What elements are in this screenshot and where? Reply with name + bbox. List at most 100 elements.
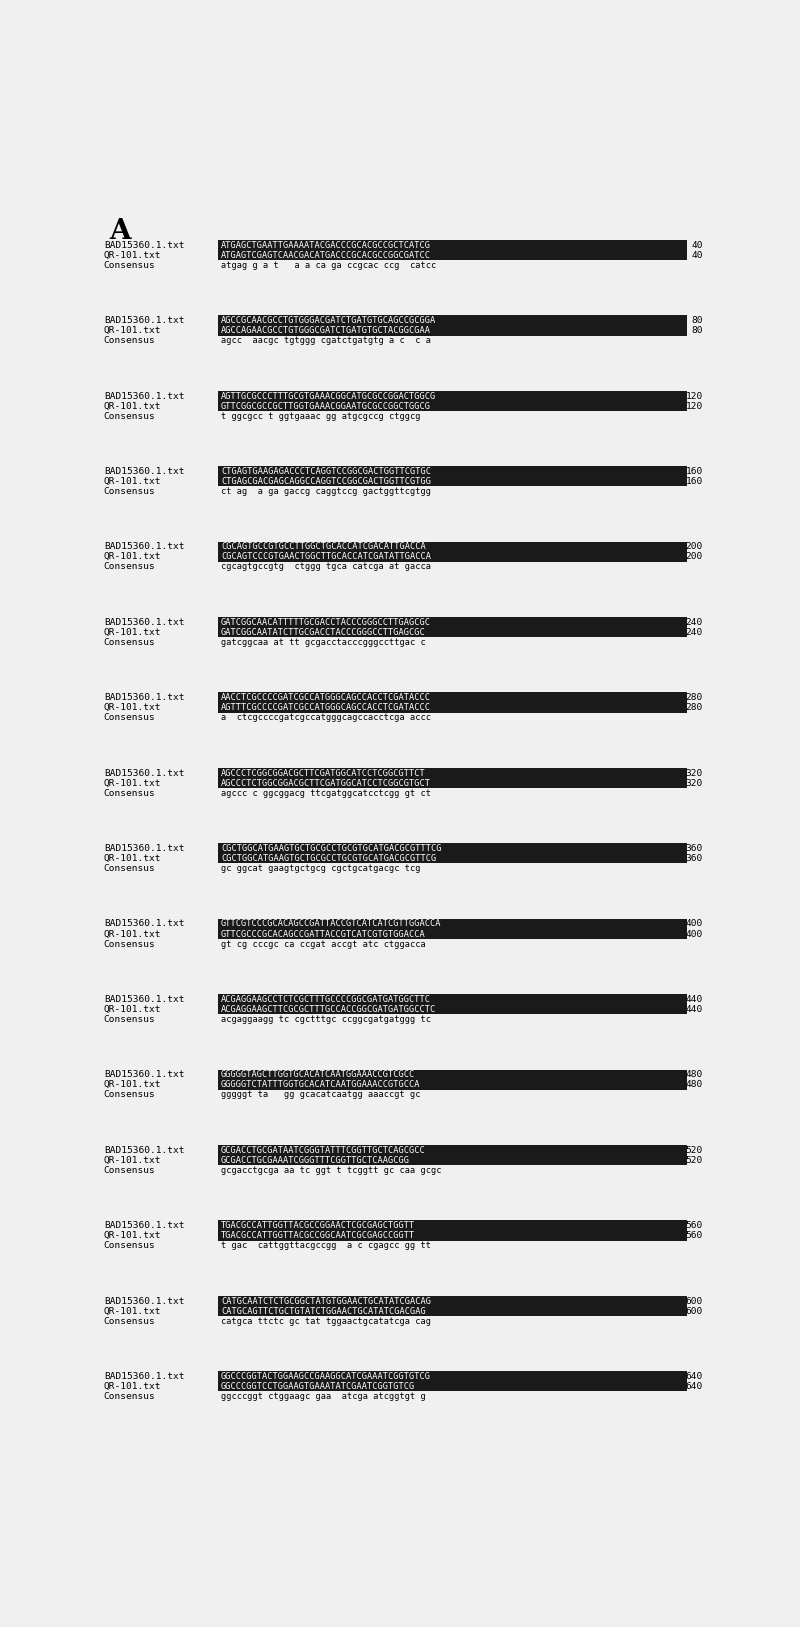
Text: BAD15360.1.txt: BAD15360.1.txt xyxy=(104,693,184,703)
Text: 360: 360 xyxy=(686,854,703,862)
Bar xyxy=(218,1069,686,1090)
Text: QR-101.txt: QR-101.txt xyxy=(104,1381,162,1391)
Text: Consensus: Consensus xyxy=(104,337,156,345)
Bar xyxy=(218,693,686,713)
Text: 40: 40 xyxy=(691,241,703,251)
Text: 40: 40 xyxy=(691,251,703,260)
Text: 200: 200 xyxy=(686,542,703,552)
Text: 320: 320 xyxy=(686,779,703,787)
Text: catgca ttctc gc tat tggaactgcatatcga cag: catgca ttctc gc tat tggaactgcatatcga cag xyxy=(221,1316,431,1326)
Text: 440: 440 xyxy=(686,994,703,1004)
Text: 560: 560 xyxy=(686,1232,703,1240)
Text: 80: 80 xyxy=(691,316,703,325)
Text: QR-101.txt: QR-101.txt xyxy=(104,1306,162,1316)
Text: BAD15360.1.txt: BAD15360.1.txt xyxy=(104,1372,184,1381)
Text: 240: 240 xyxy=(686,618,703,626)
Text: QR-101.txt: QR-101.txt xyxy=(104,779,162,787)
Text: 360: 360 xyxy=(686,844,703,853)
Text: A: A xyxy=(110,218,131,246)
Bar xyxy=(218,467,686,486)
Text: GGCCCGGTACTGGAAGCCGAAGGCATCGAAATCGGTGTCG: GGCCCGGTACTGGAAGCCGAAGGCATCGAAATCGGTGTCG xyxy=(221,1372,431,1381)
Text: QR-101.txt: QR-101.txt xyxy=(104,325,162,335)
Text: Consensus: Consensus xyxy=(104,638,156,648)
Text: 520: 520 xyxy=(686,1155,703,1165)
Text: GGCCCGGTCCTGGAAGTGAAATATCGAATCGGTGTCG: GGCCCGGTCCTGGAAGTGAAATATCGAATCGGTGTCG xyxy=(221,1381,415,1391)
Text: QR-101.txt: QR-101.txt xyxy=(104,251,162,260)
Text: atgag g a t   a a ca ga ccgcac ccg  catcc: atgag g a t a a ca ga ccgcac ccg catcc xyxy=(221,260,436,270)
Text: 480: 480 xyxy=(686,1080,703,1090)
Text: CATGCAATCTCTGCGGCTATGTGGAACTGCATATCGACAG: CATGCAATCTCTGCGGCTATGTGGAACTGCATATCGACAG xyxy=(221,1297,431,1305)
Text: AGTTTCGCCCCGATCGCCATGGGCAGCCACCTCGATACCC: AGTTTCGCCCCGATCGCCATGGGCAGCCACCTCGATACCC xyxy=(221,703,431,713)
Text: AGTTGCGCCCTTTGCGTGAAACGGCATGCGCCGGACTGGCG: AGTTGCGCCCTTTGCGTGAAACGGCATGCGCCGGACTGGC… xyxy=(221,392,436,400)
Text: BAD15360.1.txt: BAD15360.1.txt xyxy=(104,1222,184,1230)
Text: BAD15360.1.txt: BAD15360.1.txt xyxy=(104,844,184,853)
Bar xyxy=(218,919,686,939)
Text: CTGAGCGACGAGCAGGCCAGGTCCGGCGACTGGTTCGTGG: CTGAGCGACGAGCAGGCCAGGTCCGGCGACTGGTTCGTGG xyxy=(221,477,431,486)
Text: BAD15360.1.txt: BAD15360.1.txt xyxy=(104,241,184,251)
Text: 200: 200 xyxy=(686,553,703,561)
Text: AACCTCGCCCCGATCGCCATGGGCAGCCACCTCGATACCC: AACCTCGCCCCGATCGCCATGGGCAGCCACCTCGATACCC xyxy=(221,693,431,703)
Bar xyxy=(218,1295,686,1316)
Text: AGCCGCAACGCCTGTGGGACGATCTGATGTGCAGCCGCGGA: AGCCGCAACGCCTGTGGGACGATCTGATGTGCAGCCGCGG… xyxy=(221,316,436,325)
Text: Consensus: Consensus xyxy=(104,486,156,496)
Text: 600: 600 xyxy=(686,1297,703,1305)
Text: 160: 160 xyxy=(686,477,703,486)
Text: BAD15360.1.txt: BAD15360.1.txt xyxy=(104,316,184,325)
Text: CTGAGTGAAGAGACCCTCAGGTCCGGCGACTGGTTCGTGC: CTGAGTGAAGAGACCCTCAGGTCCGGCGACTGGTTCGTGC xyxy=(221,467,431,477)
Text: ggcccggt ctggaagc gaa  atcga atcggtgt g: ggcccggt ctggaagc gaa atcga atcggtgt g xyxy=(221,1393,426,1401)
Text: cgcagtgccgtg  ctggg tgca catcga at gacca: cgcagtgccgtg ctggg tgca catcga at gacca xyxy=(221,563,431,571)
Text: gcgacctgcga aa tc ggt t tcggtt gc caa gcgc: gcgacctgcga aa tc ggt t tcggtt gc caa gc… xyxy=(221,1167,442,1175)
Text: gt cg cccgc ca ccgat accgt atc ctggacca: gt cg cccgc ca ccgat accgt atc ctggacca xyxy=(221,939,426,949)
Text: 320: 320 xyxy=(686,768,703,778)
Bar xyxy=(218,617,686,638)
Text: BAD15360.1.txt: BAD15360.1.txt xyxy=(104,768,184,778)
Text: ACGAGGAAGCTTCGCGCTTTGCCACCGGCGATGATGGCCTC: ACGAGGAAGCTTCGCGCTTTGCCACCGGCGATGATGGCCT… xyxy=(221,1005,436,1014)
Text: BAD15360.1.txt: BAD15360.1.txt xyxy=(104,1297,184,1305)
Text: GTTCGCCCGCACAGCCGATTACCGTCATCGTGTGGACCA: GTTCGCCCGCACAGCCGATTACCGTCATCGTGTGGACCA xyxy=(221,929,426,939)
Text: QR-101.txt: QR-101.txt xyxy=(104,1232,162,1240)
Text: 400: 400 xyxy=(686,929,703,939)
Text: 400: 400 xyxy=(686,919,703,929)
Text: 280: 280 xyxy=(686,693,703,703)
Bar xyxy=(218,768,686,787)
Bar xyxy=(218,542,686,561)
Text: ct ag  a ga gaccg caggtccg gactggttcgtgg: ct ag a ga gaccg caggtccg gactggttcgtgg xyxy=(221,486,431,496)
Text: 480: 480 xyxy=(686,1071,703,1079)
Text: Consensus: Consensus xyxy=(104,939,156,949)
Text: Consensus: Consensus xyxy=(104,713,156,722)
Text: 80: 80 xyxy=(691,325,703,335)
Text: Consensus: Consensus xyxy=(104,1090,156,1100)
Text: BAD15360.1.txt: BAD15360.1.txt xyxy=(104,392,184,400)
Text: ATGAGCTGAATTGAAAATACGACCCGCACGCCGCTCATCG: ATGAGCTGAATTGAAAATACGACCCGCACGCCGCTCATCG xyxy=(221,241,431,251)
Text: BAD15360.1.txt: BAD15360.1.txt xyxy=(104,467,184,477)
Bar xyxy=(218,994,686,1014)
Text: BAD15360.1.txt: BAD15360.1.txt xyxy=(104,994,184,1004)
Text: QR-101.txt: QR-101.txt xyxy=(104,854,162,862)
Text: 120: 120 xyxy=(686,392,703,400)
Text: 160: 160 xyxy=(686,467,703,477)
Text: 640: 640 xyxy=(686,1381,703,1391)
Text: Consensus: Consensus xyxy=(104,789,156,797)
Text: AGCCAGAACGCCTGTGGGCGATCTGATGTGCTACGGCGAA: AGCCAGAACGCCTGTGGGCGATCTGATGTGCTACGGCGAA xyxy=(221,325,431,335)
Text: gatcggcaa at tt gcgacctacccgggccttgac c: gatcggcaa at tt gcgacctacccgggccttgac c xyxy=(221,638,426,648)
Text: Consensus: Consensus xyxy=(104,1015,156,1023)
Text: QR-101.txt: QR-101.txt xyxy=(104,703,162,713)
Text: GATCGGCAACATTTTTGCGACCTACCCGGGCCTTGAGCGC: GATCGGCAACATTTTTGCGACCTACCCGGGCCTTGAGCGC xyxy=(221,618,431,626)
Text: CATGCAGTTCTGCTGTATCTGGAACTGCATATCGACGAG: CATGCAGTTCTGCTGTATCTGGAACTGCATATCGACGAG xyxy=(221,1306,426,1316)
Text: 440: 440 xyxy=(686,1005,703,1014)
Text: GCGACCTGCGAAATCGGGTTTCGGTTGCTCAAGCGG: GCGACCTGCGAAATCGGGTTTCGGTTGCTCAAGCGG xyxy=(221,1155,410,1165)
Bar xyxy=(218,239,686,260)
Text: QR-101.txt: QR-101.txt xyxy=(104,477,162,486)
Text: QR-101.txt: QR-101.txt xyxy=(104,628,162,636)
Text: BAD15360.1.txt: BAD15360.1.txt xyxy=(104,919,184,929)
Text: BAD15360.1.txt: BAD15360.1.txt xyxy=(104,542,184,552)
Text: GGGGGTAGCTTGGTGCACATCAATGGAAACCGTCGCC: GGGGGTAGCTTGGTGCACATCAATGGAAACCGTCGCC xyxy=(221,1071,415,1079)
Text: GGGGGTCTATTTGGTGCACATCAATGGAAACCGTGCCA: GGGGGTCTATTTGGTGCACATCAATGGAAACCGTGCCA xyxy=(221,1080,421,1090)
Text: CGCAGTCCCGTGAACTGGCTTGCACCATCGATATTGACCA: CGCAGTCCCGTGAACTGGCTTGCACCATCGATATTGACCA xyxy=(221,553,431,561)
Text: AGCCCTCGGCGGACGCTTCGATGGCATCCTCGGCGTTCT: AGCCCTCGGCGGACGCTTCGATGGCATCCTCGGCGTTCT xyxy=(221,768,426,778)
Text: GTTCGGCGCCGCTTGGTGAAACGGAATGCGCCGGCTGGCG: GTTCGGCGCCGCTTGGTGAAACGGAATGCGCCGGCTGGCG xyxy=(221,402,431,410)
Text: GTTCGTCCCGCACAGCCGATTACCGTCATCATCGTTGGACCA: GTTCGTCCCGCACAGCCGATTACCGTCATCATCGTTGGAC… xyxy=(221,919,442,929)
Text: Consensus: Consensus xyxy=(104,1241,156,1250)
Text: Consensus: Consensus xyxy=(104,260,156,270)
Text: QR-101.txt: QR-101.txt xyxy=(104,929,162,939)
